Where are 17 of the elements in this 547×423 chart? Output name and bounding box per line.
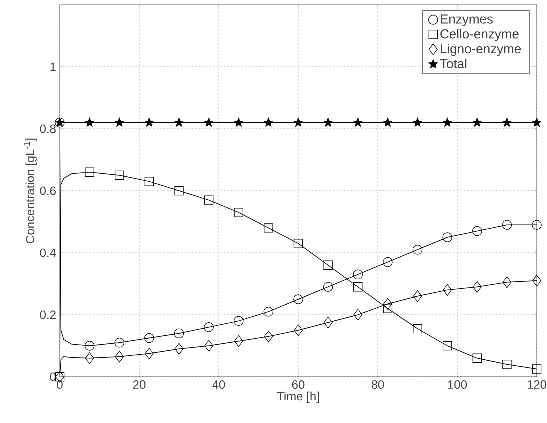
x-tick-label: 120 bbox=[528, 380, 547, 390]
y-tick-label: 0.6 bbox=[40, 186, 56, 196]
x-tick-label: 60 bbox=[292, 380, 305, 390]
legend-label: Enzymes bbox=[441, 14, 493, 26]
x-tick-label: 20 bbox=[133, 380, 146, 390]
legend-label: Ligno-enzyme bbox=[441, 44, 522, 56]
y-tick-label: 0.2 bbox=[40, 310, 56, 320]
legend-label: Cello-enzyme bbox=[440, 29, 519, 42]
y-tick-label: 0.8 bbox=[40, 124, 56, 134]
legend-label: Total bbox=[440, 58, 467, 69]
y-tick-label: 0.4 bbox=[40, 248, 56, 258]
y-axis-title: Concentration [gL$^{-1}$] bbox=[24, 138, 37, 244]
y-tick-label: 1 bbox=[50, 62, 56, 72]
x-axis-title: Time [h] bbox=[277, 392, 320, 404]
x-tick-label: 100 bbox=[448, 380, 468, 390]
x-tick-label: 80 bbox=[372, 380, 384, 390]
x-tick-label: 40 bbox=[212, 380, 226, 390]
